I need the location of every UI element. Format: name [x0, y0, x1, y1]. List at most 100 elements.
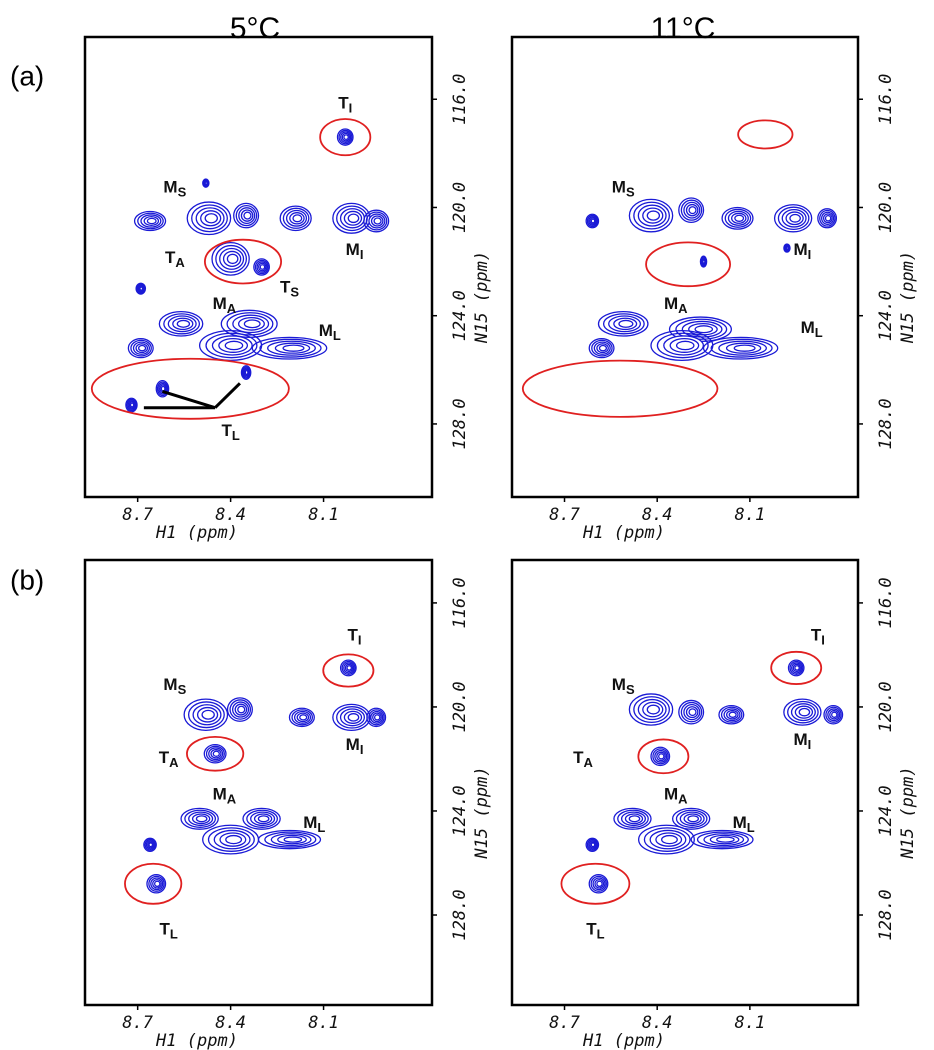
contour-ring [590, 218, 596, 224]
peak [233, 202, 260, 229]
x-tick-label: 8.7 [549, 505, 580, 525]
row-label: (b) [10, 564, 44, 595]
contour-ring [613, 317, 638, 331]
contour-ring [136, 283, 146, 294]
x-tick-label: 8.4 [642, 1013, 673, 1033]
contour-ring [725, 342, 762, 354]
pointer-line [214, 382, 241, 409]
contour-ring [210, 748, 222, 759]
peak-label: MS [163, 676, 186, 698]
peak [127, 338, 154, 359]
contour-ring [152, 878, 162, 889]
y-axis-label: N15 (ppm) [472, 766, 492, 859]
highlight-circle [645, 241, 732, 288]
label-sub: A [584, 755, 594, 770]
pointer-line [162, 390, 216, 410]
column-title: 5°C [230, 12, 280, 45]
contour-ring [207, 827, 255, 852]
contour-ring [256, 261, 268, 273]
contour-ring [724, 208, 752, 228]
column-title: 11°C [651, 12, 716, 45]
y-tick-label: 128.0 [876, 398, 896, 449]
contour-ring [787, 700, 819, 724]
contour-ring [208, 747, 224, 761]
label-sub: I [808, 247, 812, 262]
contour-ring [728, 711, 737, 718]
x-tick-label: 8.1 [308, 505, 339, 525]
contour-ring [147, 841, 155, 849]
contour-ring [191, 813, 211, 825]
peak [332, 703, 371, 732]
highlight-circle [560, 862, 631, 905]
contour-ring [347, 713, 360, 722]
contour-ring [675, 318, 728, 340]
contour-ring [643, 827, 691, 852]
peak [650, 746, 671, 767]
contour-ring [590, 875, 607, 892]
plot-area [521, 119, 838, 418]
peak [585, 837, 600, 852]
label-main: M [793, 240, 807, 259]
contour-ring [163, 313, 201, 335]
contour-ring [219, 832, 247, 847]
contour-ring [368, 709, 385, 726]
peak [186, 201, 232, 236]
contour-ring [259, 264, 266, 270]
peak-label: TL [159, 920, 177, 942]
y-tick-label: 124.0 [450, 290, 470, 341]
x-tick-label: 8.7 [122, 505, 153, 525]
label-sub: S [178, 185, 187, 200]
peak-label: TL [221, 422, 239, 444]
peak-label: MI [793, 240, 811, 262]
peak-label: MI [346, 735, 364, 757]
peak [823, 704, 844, 725]
contour-ring [244, 369, 249, 376]
contour-ring [289, 212, 305, 225]
contour-ring [680, 199, 703, 221]
label-main: M [163, 676, 177, 695]
peak [597, 310, 649, 337]
peak [339, 659, 357, 677]
plot-area [90, 118, 390, 420]
y-tick-label: 124.0 [450, 785, 470, 836]
peak [638, 824, 695, 855]
x-tick-label: 8.1 [308, 1013, 339, 1033]
contour-ring [661, 834, 678, 845]
peak [203, 744, 227, 764]
peak [288, 707, 315, 728]
contour-ring [675, 809, 708, 828]
contour-ring [218, 337, 249, 353]
y-tick-label: 120.0 [450, 681, 470, 732]
highlight-circle [770, 650, 823, 685]
contour-ring [158, 382, 168, 395]
contour-ring [156, 381, 169, 397]
contour-ring [791, 662, 803, 674]
contour-ring [592, 877, 606, 891]
contour-ring [586, 838, 599, 851]
peak-label: TA [159, 748, 179, 770]
contour-ring [201, 709, 215, 720]
y-tick-label: 128.0 [450, 889, 470, 940]
contour-ring [343, 662, 355, 674]
peak [253, 258, 270, 276]
contour-ring [658, 753, 665, 760]
contour-ring [792, 663, 802, 673]
contour-ring [589, 217, 597, 225]
contour-ring [726, 709, 739, 720]
peak [628, 198, 674, 233]
contour-ring [656, 332, 709, 359]
contour-ring [138, 285, 144, 292]
contour-ring [341, 132, 351, 142]
contour-ring [596, 880, 603, 888]
contour-ring [624, 813, 644, 825]
label-sub: S [290, 285, 299, 300]
contour-ring [254, 259, 269, 275]
contour-ring [731, 212, 747, 224]
contour-ring [685, 706, 699, 719]
contour-ring [196, 706, 219, 723]
contour-ring [680, 701, 703, 723]
contour-ring [628, 815, 641, 823]
contour-ring [341, 660, 356, 675]
contour-ring [243, 368, 250, 377]
